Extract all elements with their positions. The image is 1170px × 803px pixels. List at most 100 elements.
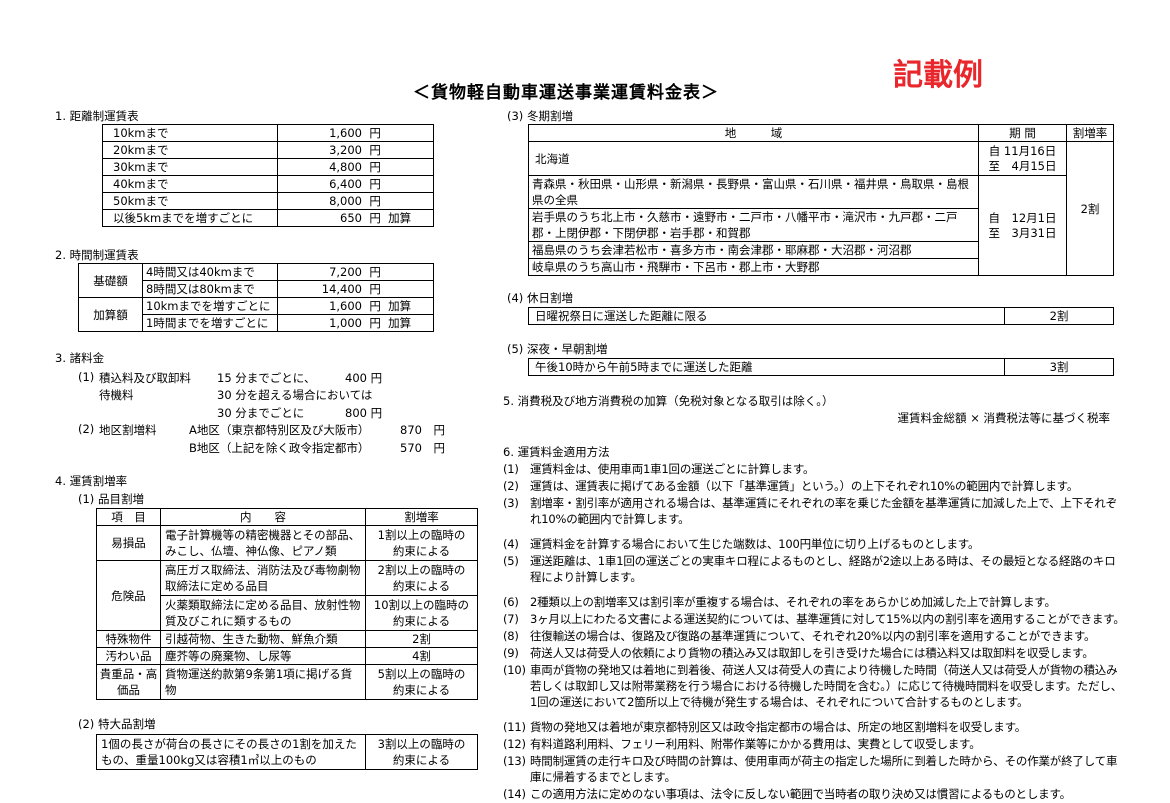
row-rate: 3割: [1004, 358, 1114, 376]
item-number: (9): [503, 646, 519, 660]
fare-unit: 円: [369, 143, 381, 157]
fare-cell: 1,000 円 加算: [277, 314, 434, 332]
fare-value: 1,000: [329, 316, 362, 330]
distance-label: 30kmまで: [102, 158, 278, 176]
s3-item1-label1: 積込料及び取卸料: [99, 371, 191, 385]
item-text: 運賃料金を計算する場合において生じた端数は、100円単位に切り上げるものとします…: [530, 537, 980, 551]
region: 青森県・秋田県・山形県・新潟県・長野県・富山県・石川県・福井県・鳥取県・島根県の…: [528, 175, 979, 209]
winter-surcharge-table: 地 域 期 間 割増率 北海道 自 11月16日 至 4月15日 2割 青森県・…: [528, 124, 1114, 276]
item-number: (10): [503, 663, 526, 677]
fare-unit: 円: [369, 177, 381, 191]
header-region: 地 域: [528, 124, 979, 142]
s3-item1-line1: 15 分までごとに、: [217, 371, 316, 385]
fare-cell: 1,600 円 加算: [277, 297, 434, 315]
header-period: 期 間: [978, 124, 1067, 142]
item-number: (5): [503, 554, 519, 568]
time-label: 8時間又は80kmまで: [142, 280, 278, 298]
right-column: (3) 冬期割増 地 域 期 間 割増率 北海道 自 11月16日 至 4月15…: [503, 108, 1125, 802]
s3-item2-label: 地区割増料: [99, 423, 157, 437]
table-row: 日曜祝祭日に運送した距離に限る 2割: [528, 307, 1114, 325]
region: 岐阜県のうち高山市・飛騨市・下呂市・郡上市・大野郡: [528, 258, 979, 276]
s3-area-a: A地区（東京都特別区及び大阪市）: [189, 423, 370, 437]
distance-label: 50kmまで: [102, 192, 278, 210]
fare-unit: 円: [369, 194, 381, 208]
row-rate: 10割以上の臨時の約束による: [365, 595, 478, 631]
table-row: 危険品 高圧ガス取締法、消防法及び毒物劇物取締法に定める品目 2割以上の臨時の約…: [96, 560, 478, 631]
time-label: 4時間又は40kmまで: [142, 263, 278, 281]
fare-note: 加算: [388, 316, 412, 330]
region: 岩手県のうち北上市・久慈市・遠野市・二戸市・八幡平市・滝沢市・九戸郡・二戸郡・上…: [528, 208, 979, 242]
fare-value: 1,600: [329, 126, 362, 140]
fare-unit: 円: [369, 126, 381, 140]
item-text: 貨物の発地又は着地が東京都特別区又は政令指定都市の場合は、所定の地区割増料を収受…: [530, 720, 1027, 734]
period-2: 自 12月1日 至 3月31日: [978, 175, 1067, 276]
table-row: 北海道 自 11月16日 至 4月15日 2割: [528, 141, 1114, 276]
table-row: 加算額 10kmまでを増すごとに 1,600 円 加算: [78, 297, 434, 332]
fare-unit: 円: [369, 299, 381, 313]
row-content: 貨物運送約款第9条第1項に掲げる貨物: [160, 664, 366, 700]
item-text: 往復輸送の場合は、復路及び復路の基準運賃について、それぞれ20%以内の割引率を適…: [530, 629, 1096, 643]
row-rate: 3割以上の臨時の約束による: [365, 734, 478, 770]
item-number: (1): [503, 462, 519, 476]
s3-area-a-value: 870 円: [400, 423, 445, 437]
header-content: 内 容: [160, 508, 366, 526]
item-text: 運送距離は、1車1回の運送ごとの実車キロ程によるものとし、経路が2途以上ある時は…: [530, 554, 1116, 584]
item-number: (3): [503, 496, 519, 510]
fare-unit: 円: [369, 282, 381, 296]
fare-value: 1,600: [329, 299, 362, 313]
fare-cell: 650 円 加算: [277, 209, 434, 227]
item-number: (7): [503, 612, 519, 626]
fare-unit: 円: [369, 211, 381, 225]
s4-sub1: (1) 品目割増: [78, 492, 144, 506]
table-row: 50kmまで 8,000 円: [102, 192, 434, 210]
item-number: (6): [503, 595, 519, 609]
table-row: 30kmまで 4,800 円: [102, 158, 434, 176]
row-content: 電子計算機等の精密機器とその部品、みこし、仏壇、神仏像、ピアノ類: [160, 525, 366, 561]
fare-cell: 7,200 円: [277, 263, 434, 281]
time-fare-table: 基礎額 4時間又は40kmまで 7,200 円 8時間又は80kmまで 14,40…: [78, 263, 434, 332]
table-header-row: 地 域 期 間 割増率: [528, 124, 1114, 142]
header-rate: 割増率: [1066, 124, 1114, 142]
table-row: 以後5kmまでを増すごとに 650 円 加算: [102, 209, 434, 227]
row-item: 貴重品・高価品: [96, 664, 161, 700]
list-item: (13) 時間制運賃の走行キロ及び時間の計算は、使用車両が荷主の指定した場所に到着…: [503, 753, 1125, 785]
period-to: 至 3月31日: [988, 225, 1057, 240]
s4-heading: 4. 運賃割増率: [55, 474, 128, 488]
item-text: 車両が貨物の発地又は着地に到着後、荷送人又は荷受人の責により待機した時間（荷送人…: [530, 663, 1122, 709]
period-from: 自 12月1日: [988, 210, 1057, 225]
item-number: (8): [503, 629, 519, 643]
s3-item2-no: (2): [78, 422, 95, 436]
time-label: 1時間までを増すごとに: [142, 314, 278, 332]
fare-cell: 6,400 円: [277, 175, 434, 193]
table-header-row: 項 目 内 容 割増率: [96, 508, 478, 526]
row-item: 汚わい品: [96, 647, 161, 665]
s3-item1-value1: 400 円: [345, 371, 383, 385]
s4-sub5: (5) 深夜・早朝割増: [507, 342, 608, 356]
night-surcharge-table: 午後10時から午前5時までに運送した距離 3割: [528, 358, 1114, 376]
row-content: 高圧ガス取締法、消防法及び毒物劇物取締法に定める品目: [160, 560, 366, 596]
table-row: 午後10時から午前5時までに運送した距離 3割: [528, 358, 1114, 376]
item-text: 荷送人又は荷受人の依頼により貨物の積込み又は取卸しを引き受けた場合には積込料又は…: [530, 646, 1094, 660]
item-text: 運賃は、運賃表に掲げてある金額（以下「基準運賃」という。）の上下それぞれ10%の…: [530, 479, 1079, 493]
item-text: 時間制運賃の走行キロ及び時間の計算は、使用車両が荷主の指定した場所に到着した時か…: [530, 754, 1118, 784]
row-content: 引越荷物、生きた動物、鮮魚介類: [160, 630, 366, 648]
list-item: (4) 運賃料金を計算する場合において生じた端数は、100円単位に切り上げるものと…: [503, 536, 1125, 552]
item-text: 2種類以上の割増率又は割引率が重複する場合は、それぞれの率をあらかじめ加減した上…: [530, 595, 1056, 609]
s5-heading: 5. 消費税及び地方消費税の加算（免税対象となる取引は除く。）: [503, 394, 834, 408]
fare-unit: 円: [369, 160, 381, 174]
fare-note: 加算: [388, 299, 412, 313]
fare-value: 650: [340, 211, 362, 225]
s6-heading: 6. 運賃料金適用方法: [503, 445, 610, 459]
table-row: 青森県・秋田県・山形県・新潟県・長野県・富山県・石川県・福井県・鳥取県・島根県の…: [528, 175, 1114, 276]
sample-stamp: 記載例: [893, 58, 983, 93]
row-content: 1個の長さが荷台の長さにその長さの1割を加えたもの、重量100kg又は容積1㎥以…: [96, 734, 366, 770]
list-item: (10) 車両が貨物の発地又は着地に到着後、荷送人又は荷受人の責により待機した時間…: [503, 662, 1125, 710]
list-item: (14) この適用方法に定めのない事項は、法令に反しない範囲で当時者の取り決め又は…: [503, 786, 1125, 802]
s3-area-b: B地区（上記を除く政令指定都市）: [189, 441, 370, 455]
table-row: 基礎額 4時間又は40kmまで 7,200 円: [78, 263, 434, 298]
s3-item1-line2: 30 分を超える場合においては: [217, 388, 373, 402]
list-item: (6) 2種類以上の割増率又は割引率が重複する場合は、それぞれの率をあらかじめ加減…: [503, 594, 1125, 610]
distance-label: 40kmまで: [102, 175, 278, 193]
s3-heading: 3. 諸料金: [55, 351, 105, 365]
item-text: 割増率・割引率が適用される場合は、基準運賃にそれぞれの率を乗じた金額を基準運賃に…: [530, 496, 1117, 526]
